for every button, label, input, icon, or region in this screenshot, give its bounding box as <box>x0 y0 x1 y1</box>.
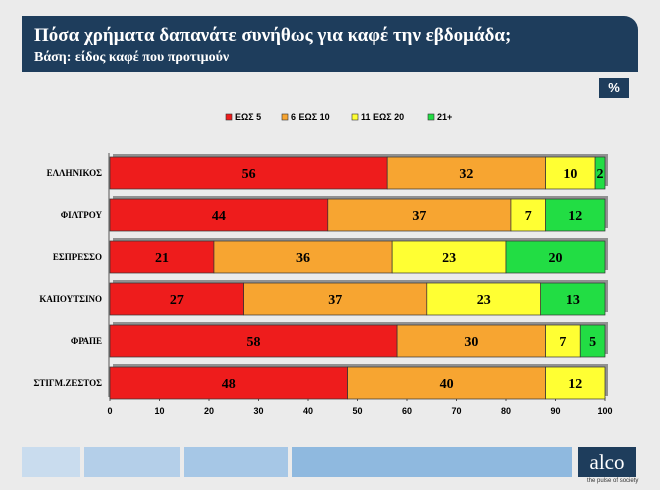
bar-segment <box>243 282 428 316</box>
data-label: 48 <box>222 377 236 392</box>
page-subtitle: Βάση: είδος καφέ που προτιμούν <box>34 50 230 65</box>
legend-label: 11 ΕΩΣ 20 <box>361 112 404 122</box>
bar-segment <box>327 198 512 232</box>
legend-swatch <box>427 113 435 121</box>
legend-swatch <box>225 113 233 121</box>
category-label: ΕΣΠΡΕΣΣΟ <box>53 252 102 262</box>
data-label: 44 <box>212 209 226 224</box>
bar-segment <box>545 198 606 232</box>
x-tick-label: 100 <box>597 406 612 416</box>
data-label: 12 <box>568 377 582 392</box>
data-label: 40 <box>440 377 454 392</box>
data-label: 21 <box>155 251 169 266</box>
bar-segment <box>109 324 398 358</box>
legend-swatch <box>351 113 359 121</box>
category-label: ΚΑΠΟΥΤΣΙΝΟ <box>39 294 102 304</box>
x-tick-label: 90 <box>550 406 560 416</box>
bar-segment <box>540 282 606 316</box>
legend-swatch <box>281 113 289 121</box>
category-label: ΦΡΑΠΕ <box>71 336 102 346</box>
legend-label: 21+ <box>437 112 452 122</box>
logo-tagline: the pulse of society <box>587 478 639 484</box>
data-label: 12 <box>568 209 582 224</box>
bar-segment <box>545 366 606 400</box>
legend-label: 6 ΕΩΣ 10 <box>291 112 330 122</box>
data-label: 20 <box>549 251 563 266</box>
data-label: 23 <box>442 251 456 266</box>
data-label: 7 <box>559 335 566 350</box>
x-tick-label: 80 <box>501 406 511 416</box>
x-tick-label: 40 <box>303 406 313 416</box>
x-tick-label: 20 <box>204 406 214 416</box>
bar-segment <box>396 324 546 358</box>
page-title: Πόσα χρήματα δαπανάτε συνήθως για καφέ τ… <box>34 25 512 46</box>
data-label: 32 <box>459 167 473 182</box>
data-label: 58 <box>247 335 261 350</box>
footer-segment <box>84 447 180 477</box>
category-label: ΕΛΛΗΝΙΚΟΣ <box>47 168 103 178</box>
category-label: ΦΙΛΤΡΟΥ <box>61 210 103 220</box>
x-tick-label: 50 <box>352 406 362 416</box>
bar-segment <box>109 156 388 190</box>
data-label: 2 <box>597 167 604 182</box>
footer-segment <box>292 447 572 477</box>
data-label: 13 <box>566 293 580 308</box>
bar-segment <box>347 366 546 400</box>
bar-segment <box>109 240 215 274</box>
data-label: 7 <box>525 209 532 224</box>
footer-segment <box>184 447 288 477</box>
bar-segment <box>579 324 606 358</box>
data-label: 37 <box>412 209 426 224</box>
bar-segment <box>594 156 606 190</box>
data-label: 37 <box>328 293 342 308</box>
bar-segment <box>510 198 546 232</box>
data-label: 10 <box>563 167 577 182</box>
data-label: 5 <box>589 335 596 350</box>
data-label: 36 <box>296 251 310 266</box>
data-label: 30 <box>464 335 478 350</box>
data-label: 23 <box>477 293 491 308</box>
x-tick-label: 0 <box>107 406 112 416</box>
header-banner: Πόσα χρήματα δαπανάτε συνήθως για καφέ τ… <box>22 16 638 72</box>
data-label: 56 <box>242 167 256 182</box>
bar-segment <box>109 282 244 316</box>
alco-logo: alco <box>578 447 636 477</box>
legend-label: ΕΩΣ 5 <box>235 112 261 122</box>
bar-segment <box>545 324 581 358</box>
x-tick-label: 60 <box>402 406 412 416</box>
category-label: ΣΤΙΓΜ.ΖΕΣΤΟΣ <box>34 378 103 388</box>
unit-badge: % <box>599 78 629 98</box>
x-tick-label: 10 <box>154 406 164 416</box>
footer-segment <box>22 447 80 477</box>
bar-segment <box>386 156 546 190</box>
bar-segment <box>505 240 606 274</box>
x-tick-label: 70 <box>451 406 461 416</box>
x-tick-label: 30 <box>253 406 263 416</box>
data-label: 27 <box>170 293 184 308</box>
bar-segment <box>109 198 329 232</box>
